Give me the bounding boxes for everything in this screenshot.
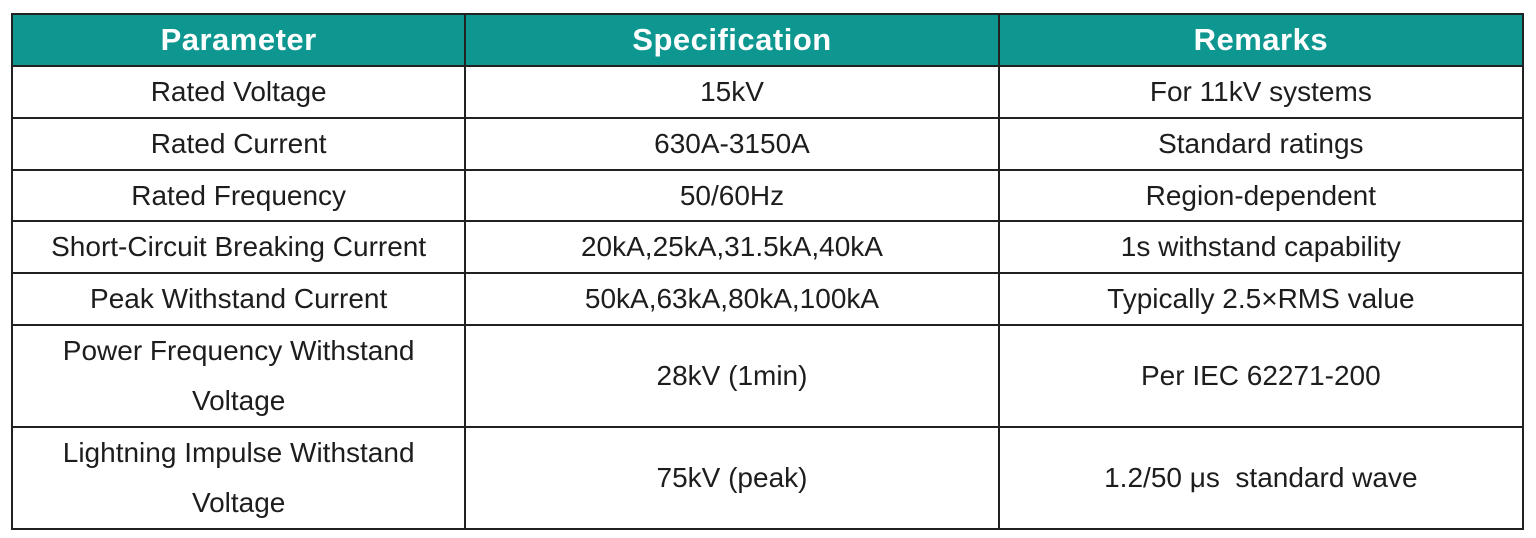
cell-specification: 630A-3150A [464,116,1000,171]
table-row-lightning-impulse-withstand-voltage: Lightning Impulse Withstand Voltage 75kV… [10,426,1525,531]
cell-specification: 20kA,25kA,31.5kA,40kA [464,220,1000,275]
cell-remarks: 1.2/50 μs standard wave [997,426,1525,531]
table-row-rated-current: Rated Current 630A-3150A Standard rating… [10,116,1525,171]
cell-parameter: Lightning Impulse Withstand Voltage [10,426,467,531]
cell-remarks: Per IEC 62271-200 [997,324,1525,429]
cell-specification: 50/60Hz [464,168,1000,223]
column-header-parameter: Parameter [10,13,467,67]
cell-parameter: Rated Voltage [10,65,467,119]
table-header-row: Parameter Specification Remarks [10,13,1525,67]
cell-parameter: Rated Current [10,116,467,171]
column-header-remarks: Remarks [997,13,1525,67]
table-row-rated-frequency: Rated Frequency 50/60Hz Region-dependent [10,168,1525,223]
cell-parameter: Rated Frequency [10,168,467,223]
cell-specification: 75kV (peak) [464,426,1000,531]
cell-remarks: Region-dependent [997,168,1525,223]
table-row-rated-voltage: Rated Voltage 15kV For 11kV systems [10,65,1525,119]
cell-parameter: Short-Circuit Breaking Current [10,220,467,275]
cell-remarks: For 11kV systems [997,65,1525,119]
cell-specification: 15kV [464,65,1000,119]
cell-parameter: Power Frequency Withstand Voltage [10,324,467,429]
table-row-power-frequency-withstand-voltage: Power Frequency Withstand Voltage 28kV (… [10,324,1525,429]
cell-parameter: Peak Withstand Current [10,272,467,327]
table-row-peak-withstand-current: Peak Withstand Current 50kA,63kA,80kA,10… [10,272,1525,327]
switchgear-spec-table: Parameter Specification Remarks Rated Vo… [10,13,1525,531]
column-header-specification: Specification [464,13,1000,67]
cell-remarks: Standard ratings [997,116,1525,171]
table-row-short-circuit-breaking-current: Short-Circuit Breaking Current 20kA,25kA… [10,220,1525,275]
cell-specification: 50kA,63kA,80kA,100kA [464,272,1000,327]
cell-remarks: 1s withstand capability [997,220,1525,275]
cell-remarks: Typically 2.5×RMS value [997,272,1525,327]
cell-specification: 28kV (1min) [464,324,1000,429]
